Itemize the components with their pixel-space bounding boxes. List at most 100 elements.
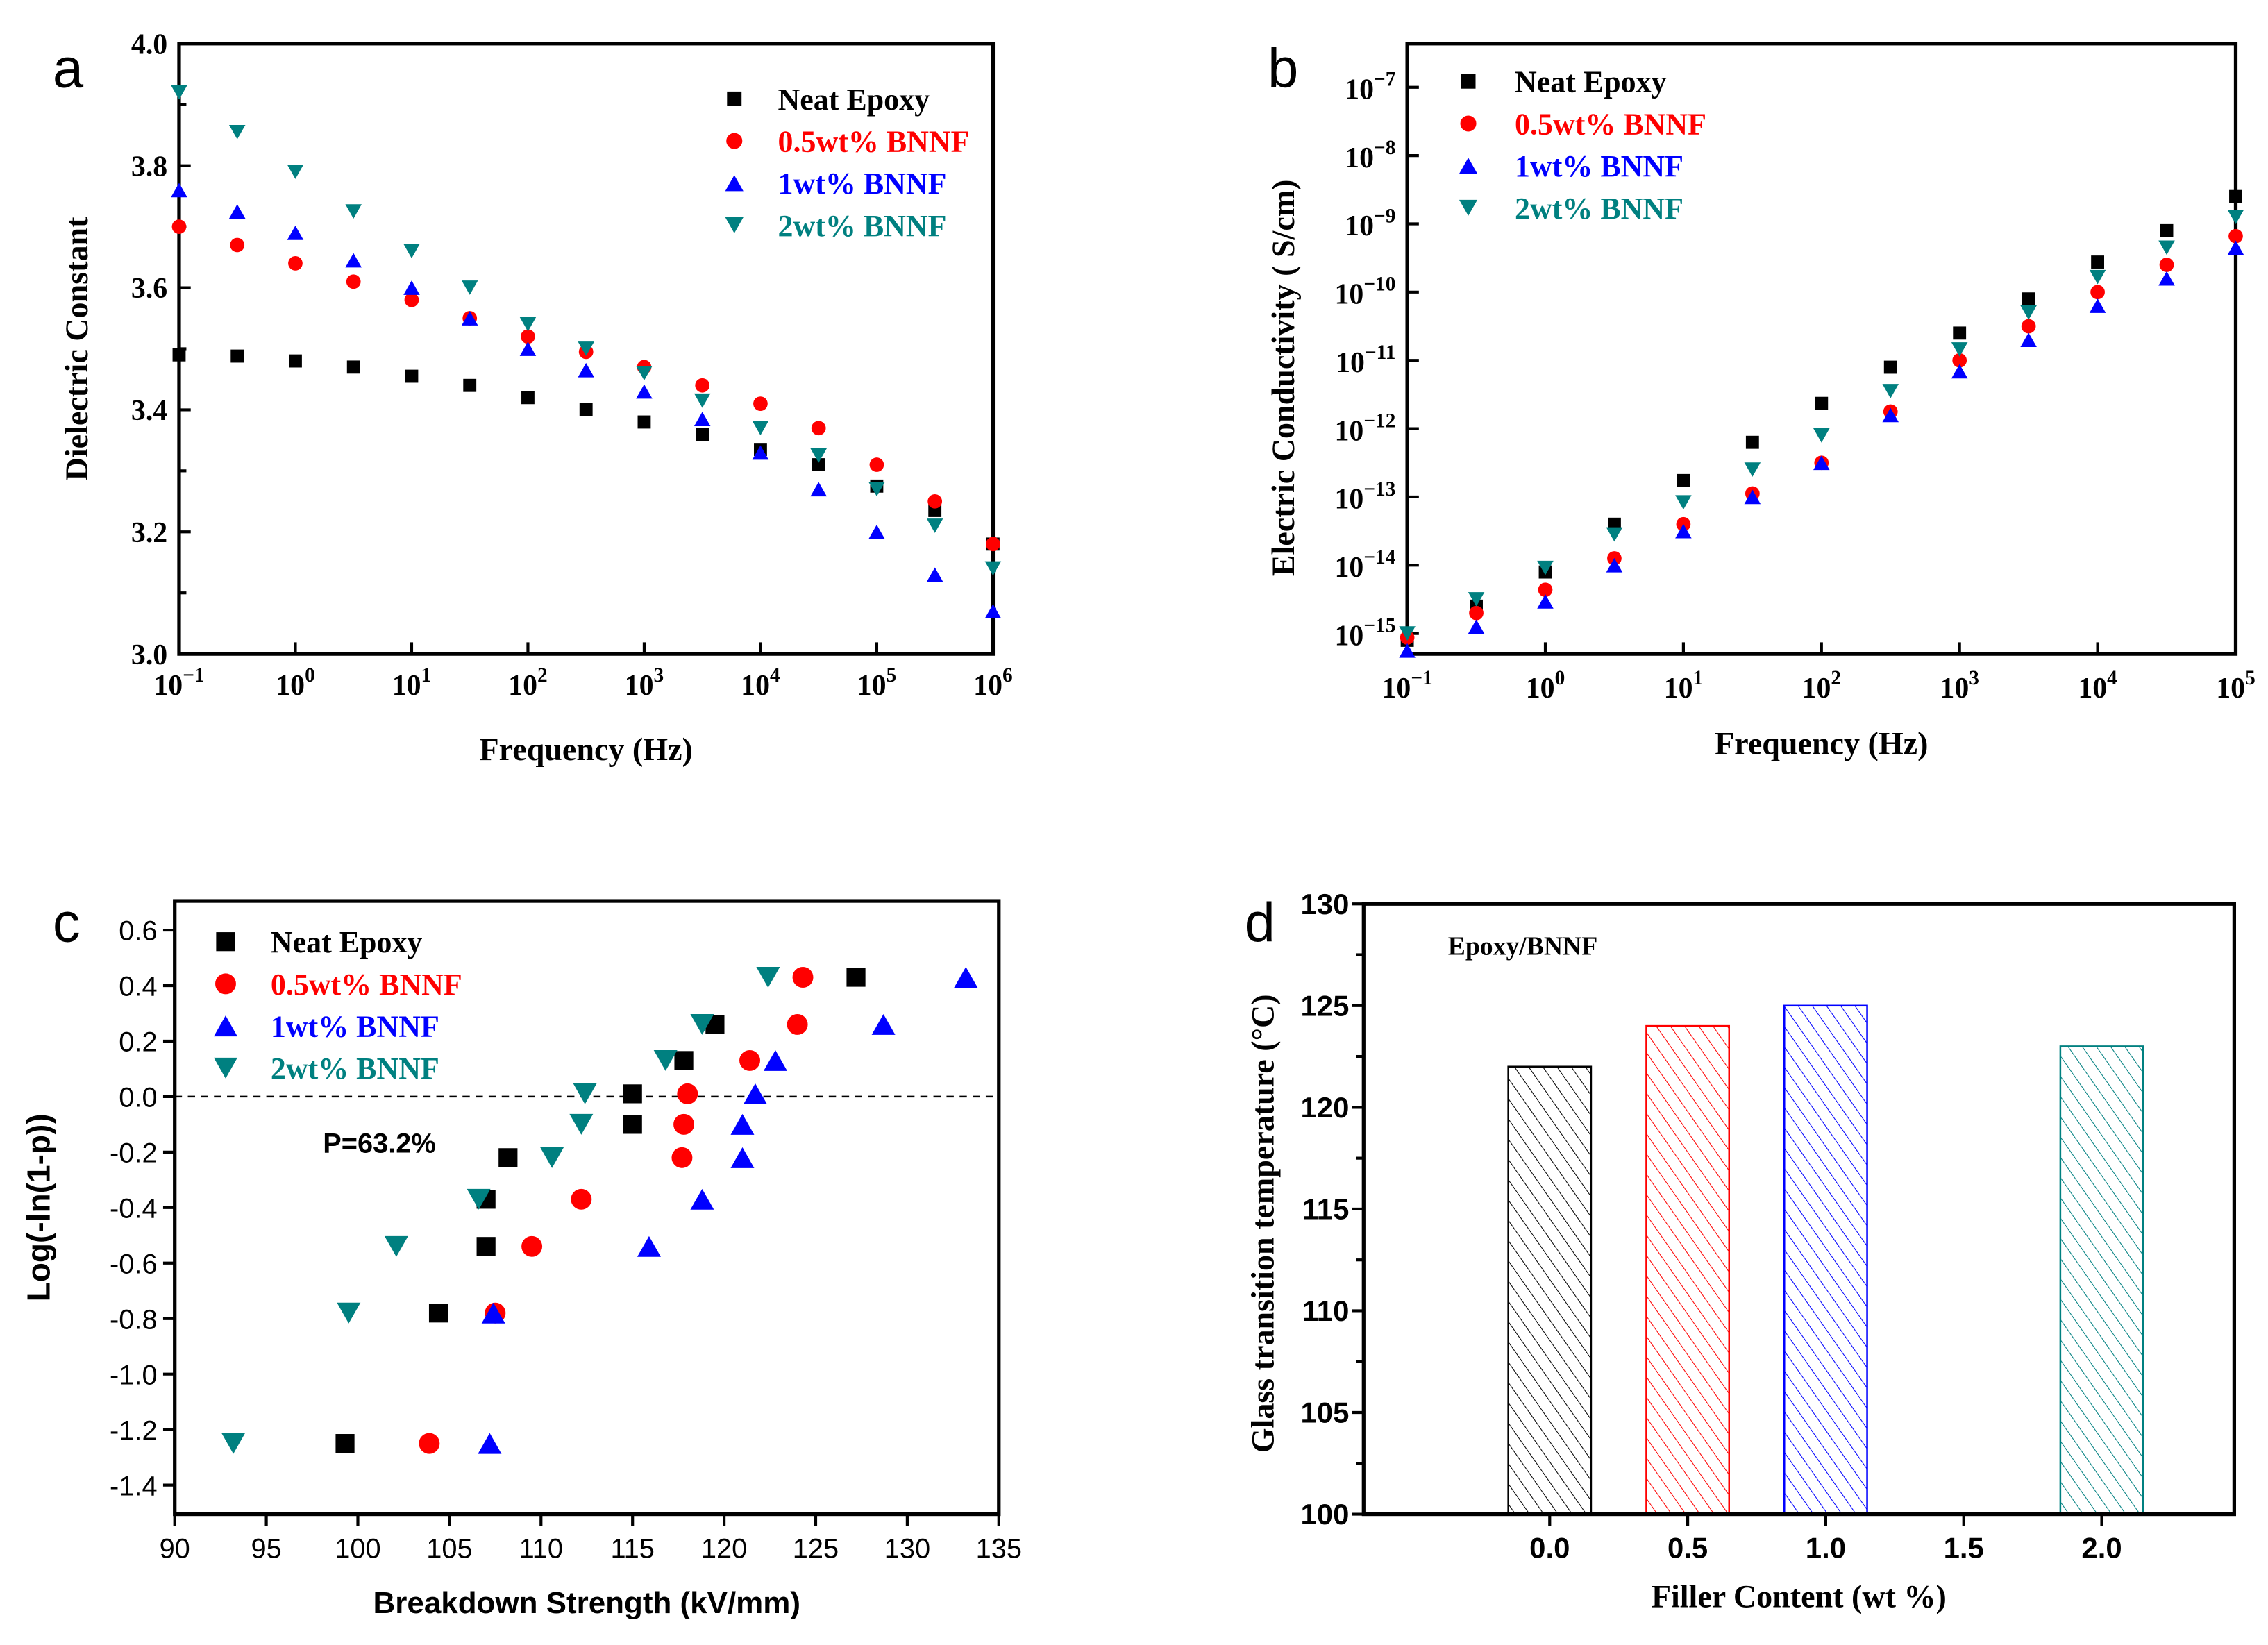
data-point xyxy=(1744,462,1761,477)
bar-2 xyxy=(2059,1045,2144,1515)
y-tick-label: -0.6 xyxy=(110,1249,158,1279)
data-point xyxy=(171,219,187,234)
data-point xyxy=(2159,258,2174,272)
data-point xyxy=(1675,523,1692,539)
y-tick-label: 10−7 xyxy=(1345,69,1395,106)
data-point xyxy=(288,256,303,271)
data-point xyxy=(404,292,419,307)
data-point xyxy=(1883,360,1897,374)
legend-label: 2wt% BNNF xyxy=(271,1052,439,1086)
data-point xyxy=(792,967,814,988)
series-w05 xyxy=(419,967,814,1454)
chart-c-weibull: 90 95 100 105 110 115 120 125 130 135 -1.4 -1.2 -1.0… xyxy=(21,899,1022,1620)
data-point xyxy=(1953,326,1967,340)
data-point xyxy=(2227,240,2244,255)
series-w2 xyxy=(221,967,780,1454)
data-point xyxy=(1675,495,1692,510)
y-tick-label: 100 xyxy=(1301,1498,1350,1530)
data-point xyxy=(752,421,769,436)
legend-marker xyxy=(215,973,236,995)
data-point xyxy=(673,1113,695,1135)
legend-label: 2wt% BNNF xyxy=(778,209,947,243)
y-tick-label: 0.0 xyxy=(119,1083,157,1113)
data-point xyxy=(696,428,709,441)
legend-label: Neat Epoxy xyxy=(271,925,423,959)
y-tick-label: -0.4 xyxy=(110,1193,158,1224)
data-point xyxy=(2089,298,2106,313)
y-tick-label: 0.4 xyxy=(119,972,157,1002)
x-tick-label: 105 xyxy=(426,1533,472,1564)
data-point xyxy=(519,317,537,332)
chart-a-dielectric-constant: 10−1 100 101 102 103 104 105 106 3.0 3.2 3.4 3.6 3.8… xyxy=(59,28,1013,767)
chart-title: Epoxy/BNNF xyxy=(1448,932,1598,961)
x-tick-label: 101 xyxy=(1664,667,1704,705)
annotation-p632: P=63.2% xyxy=(323,1128,435,1158)
data-point xyxy=(521,1235,543,1257)
data-point xyxy=(1813,428,1830,443)
x-tick-label: 105 xyxy=(2216,667,2256,705)
legend-marker xyxy=(725,217,744,234)
x-tick-label: 120 xyxy=(701,1533,747,1564)
data-point xyxy=(653,1049,678,1071)
x-tick-label: 95 xyxy=(251,1533,281,1564)
x-tick-label: 100 xyxy=(335,1533,380,1564)
data-point xyxy=(2228,228,2243,244)
data-point xyxy=(1399,626,1416,641)
data-point xyxy=(637,415,651,429)
series-w1 xyxy=(171,183,1002,618)
data-point xyxy=(730,1147,755,1168)
y-tick-label: 10−9 xyxy=(1345,205,1395,242)
x-tick-label: 90 xyxy=(160,1533,190,1564)
data-point xyxy=(743,1083,767,1104)
data-point xyxy=(519,341,537,356)
legend-label: 1wt% BNNF xyxy=(271,1009,439,1043)
y-tick-label: 10−15 xyxy=(1334,615,1395,652)
data-point xyxy=(2020,332,2037,348)
legend-label: 1wt% BNNF xyxy=(1515,149,1683,183)
data-point xyxy=(811,421,826,436)
data-point xyxy=(346,360,360,374)
data-point xyxy=(1606,527,1623,542)
series-w1 xyxy=(478,967,978,1454)
data-point xyxy=(1951,364,1968,379)
x-tick-label: 100 xyxy=(276,664,315,702)
data-point xyxy=(1469,605,1484,621)
data-point xyxy=(478,1433,502,1454)
data-point xyxy=(578,362,594,378)
data-point xyxy=(1399,643,1416,658)
data-point xyxy=(578,341,594,356)
series-w2 xyxy=(171,85,1002,576)
y-tick-label: 3.4 xyxy=(131,395,167,427)
data-point xyxy=(571,1188,592,1210)
data-point xyxy=(927,494,943,509)
legend-marker xyxy=(1459,158,1478,174)
data-point xyxy=(1537,560,1554,575)
data-point xyxy=(1606,557,1623,573)
data-point xyxy=(2227,210,2244,225)
data-point xyxy=(579,403,593,416)
x-axis-title: Filler Content (wt %) xyxy=(1652,1579,1947,1614)
data-point xyxy=(230,349,244,363)
data-point xyxy=(694,393,711,408)
x-tick-label: 104 xyxy=(741,664,780,702)
legend-label: 2wt% BNNF xyxy=(1515,192,1683,226)
data-point xyxy=(2229,189,2242,203)
data-point xyxy=(228,124,246,140)
data-point xyxy=(730,1113,755,1135)
x-tick-label: 2.0 xyxy=(2081,1531,2122,1564)
y-tick-label: 3.2 xyxy=(131,517,167,549)
bar-1 xyxy=(1783,1004,1868,1515)
y-tick-label: 110 xyxy=(1302,1294,1350,1327)
legend-marker xyxy=(213,1015,237,1037)
data-point xyxy=(345,204,362,219)
data-point xyxy=(694,412,711,426)
data-point xyxy=(752,445,769,460)
x-tick-label: 10−1 xyxy=(1382,667,1433,705)
data-point xyxy=(384,1235,408,1257)
x-tick-label: 10−1 xyxy=(153,664,204,702)
x-tick-label: 0.5 xyxy=(1668,1531,1708,1564)
legend-marker xyxy=(1459,199,1478,216)
data-point xyxy=(1745,435,1759,449)
data-point xyxy=(540,1147,564,1168)
data-point xyxy=(403,280,420,295)
